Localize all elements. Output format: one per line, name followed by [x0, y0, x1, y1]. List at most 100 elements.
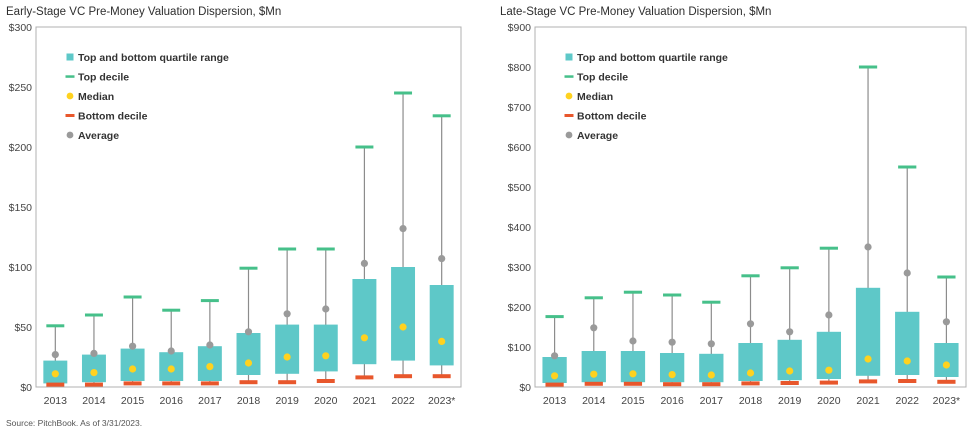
- x-tick-label: 2020: [314, 395, 338, 407]
- legend-label: Top and bottom quartile range: [78, 52, 229, 64]
- top-decile-mark: [937, 275, 956, 279]
- early-stage-chart: $0 $50 $100 $150 $200 $250 $300 2013 2014 2015 201…: [9, 22, 462, 407]
- top-decile-mark: [858, 65, 878, 69]
- top-decile-mark: [584, 296, 603, 300]
- x-tick-label: 2022: [391, 395, 415, 407]
- legend-label: Average: [577, 130, 618, 142]
- y-tick-label: $200: [508, 302, 532, 314]
- y-tick-label: $0: [519, 382, 531, 394]
- legend-label: Top and bottom quartile range: [577, 52, 728, 64]
- y-tick-label: $100: [508, 342, 532, 354]
- median-point: [399, 323, 407, 331]
- top-decile-mark: [663, 293, 682, 297]
- bottom-decile-mark: [84, 382, 103, 387]
- x-tick-label: 2015: [621, 395, 645, 407]
- source-note: Source: PitchBook. As of 3/31/2023.: [6, 418, 143, 428]
- bottom-decile-mark: [937, 379, 956, 384]
- legend-label: Bottom decile: [577, 111, 647, 123]
- average-point: [360, 259, 369, 267]
- top-decile-mark: [898, 165, 917, 169]
- average-point: [864, 243, 872, 251]
- median-point: [786, 367, 794, 375]
- average-point: [244, 328, 253, 336]
- bottom-decile-mark: [432, 374, 451, 379]
- chart-title: Late-Stage VC Pre-Money Valuation Disper…: [500, 6, 772, 18]
- bottom-decile-mark: [663, 382, 682, 387]
- median-point: [283, 353, 291, 361]
- x-tick-label: 2018: [237, 395, 261, 407]
- early-stage-chart-panel: Early-Stage VC Pre-Money Valuation Dispe…: [0, 0, 470, 410]
- bottom-decile-mark: [584, 381, 603, 386]
- median-point: [438, 337, 446, 345]
- legend-top-decile-swatch: [65, 75, 75, 78]
- median-point: [167, 365, 175, 373]
- top-decile-mark: [702, 300, 721, 304]
- bottom-decile-mark: [162, 381, 181, 386]
- median-point: [90, 369, 98, 377]
- x-tick-label: 2017: [700, 395, 724, 407]
- top-decile-mark: [278, 247, 297, 251]
- legend-label: Top decile: [577, 72, 628, 84]
- average-point: [128, 342, 137, 350]
- average-point: [51, 351, 59, 359]
- top-decile-mark: [394, 91, 413, 95]
- y-tick-label: $100: [9, 262, 33, 274]
- legend-bottom-decile-swatch: [564, 114, 574, 117]
- x-tick-label: 2014: [82, 395, 106, 407]
- legend-label: Top decile: [78, 72, 129, 84]
- median-point: [51, 370, 59, 378]
- legend-label: Median: [577, 91, 613, 103]
- x-tick-label: 2023*: [428, 395, 455, 407]
- x-tick-label: 2020: [817, 395, 841, 407]
- legend-quartile-swatch: [66, 53, 74, 61]
- x-tick-label: 2021: [353, 395, 377, 407]
- bottom-decile-mark: [702, 382, 721, 387]
- y-tick-label: $500: [508, 182, 532, 194]
- plot-frame: [35, 26, 462, 388]
- average-point: [90, 349, 98, 357]
- y-tick-label: $300: [9, 22, 33, 34]
- quartile-bar: [236, 333, 261, 375]
- bottom-decile-mark: [394, 374, 413, 379]
- legend-average-swatch: [565, 131, 573, 139]
- legend-bottom-decile-swatch: [65, 114, 75, 117]
- x-tick-label: 2013: [543, 395, 567, 407]
- top-decile-mark: [545, 315, 564, 319]
- average-point: [550, 352, 559, 360]
- average-point: [942, 318, 951, 326]
- quartile-bar: [620, 351, 646, 383]
- top-decile-mark: [239, 266, 258, 270]
- y-tick-label: $700: [508, 102, 532, 114]
- median-point: [550, 372, 559, 380]
- x-tick-label: 2016: [160, 395, 184, 407]
- bottom-decile-mark: [780, 381, 799, 385]
- average-point: [786, 328, 794, 336]
- average-point: [629, 337, 637, 345]
- legend-label: Average: [78, 130, 119, 142]
- quartile-bar: [120, 348, 145, 381]
- y-tick-label: $800: [508, 62, 532, 74]
- median-point: [244, 359, 253, 367]
- y-tick-label: $0: [20, 382, 32, 394]
- top-decile-mark: [623, 290, 643, 294]
- average-point: [707, 340, 715, 348]
- x-tick-label: 2019: [778, 395, 802, 407]
- median-point: [629, 370, 637, 378]
- y-tick-label: $300: [508, 262, 532, 274]
- average-point: [668, 338, 676, 346]
- quartile-bar: [895, 311, 920, 375]
- bottom-decile-mark: [239, 380, 258, 385]
- average-point: [283, 310, 291, 318]
- median-point: [206, 363, 214, 371]
- x-tick-label: 2014: [582, 395, 606, 407]
- quartile-bar: [934, 343, 959, 377]
- median-point: [942, 361, 951, 369]
- legend-label: Median: [78, 91, 114, 103]
- quartile-bar: [81, 354, 106, 383]
- top-decile-mark: [162, 308, 181, 312]
- x-tick-label: 2013: [44, 395, 68, 407]
- median-point: [903, 357, 911, 365]
- legend-label: Bottom decile: [78, 111, 148, 123]
- median-point: [864, 355, 872, 363]
- x-tick-label: 2016: [660, 395, 684, 407]
